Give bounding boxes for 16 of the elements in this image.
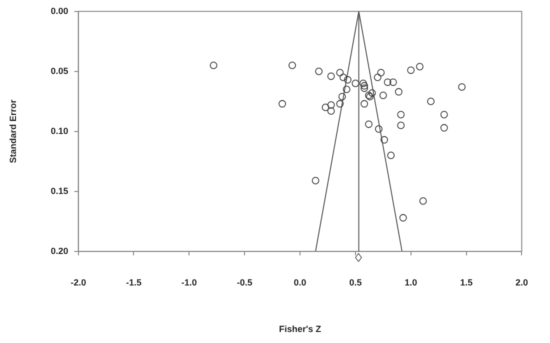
x-tick-label: -0.5 (236, 277, 252, 288)
x-axis-title: Fisher's Z (278, 324, 322, 334)
x-tick-label: -2.0 (70, 277, 86, 288)
x-tick-label: 0.0 (294, 277, 306, 288)
y-tick-label: 0.10 (50, 126, 68, 136)
y-tick-label: 0.05 (50, 66, 68, 76)
y-tick-label: 0.20 (50, 246, 68, 256)
y-axis-title: Standard Error (8, 99, 18, 164)
x-tick-label: 1.0 (404, 277, 418, 288)
y-tick-label: 0.15 (50, 186, 68, 196)
y-tick-label: 0.00 (50, 6, 68, 16)
x-tick-label: -1.5 (126, 277, 142, 288)
x-tick-label: -1.0 (181, 277, 197, 288)
x-tick-label: 1.5 (460, 277, 473, 288)
x-tick-label: 0.5 (349, 277, 362, 288)
x-tick-label: 2.0 (515, 277, 528, 288)
